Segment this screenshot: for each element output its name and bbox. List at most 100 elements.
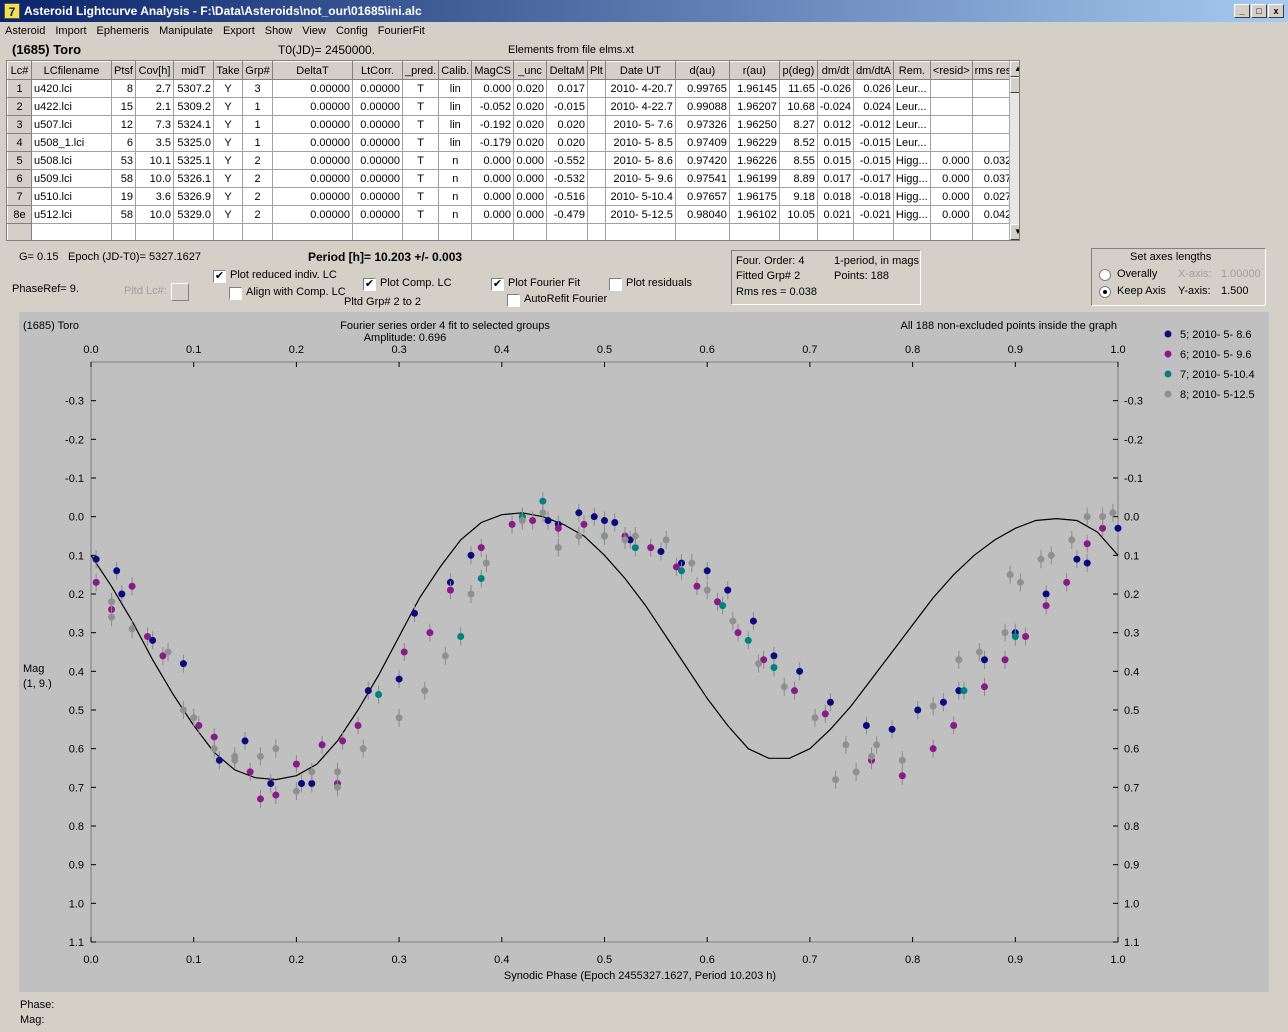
plot-comp-checkbox[interactable]: ✔	[363, 278, 376, 291]
table-cell[interactable]: 1.96175	[728, 187, 780, 206]
menu-fourierfit[interactable]: FourierFit	[377, 25, 425, 37]
table-cell[interactable]: Higg...	[892, 169, 931, 188]
menu-import[interactable]: Import	[55, 25, 87, 37]
column-header[interactable]: LCfilename	[31, 61, 112, 80]
table-cell[interactable]: 5307.2	[173, 79, 214, 98]
minimize-button[interactable]: _	[1234, 4, 1250, 18]
row-header[interactable]	[7, 223, 32, 240]
plot-fourier-checkbox[interactable]: ✔	[491, 278, 504, 291]
table-cell[interactable]: 0.000	[929, 187, 973, 206]
table-cell[interactable]: 0.00000	[272, 205, 353, 224]
table-cell[interactable]: T	[401, 151, 440, 170]
table-cell[interactable]: 1.96199	[728, 169, 780, 188]
pltd-lc-spinner[interactable]	[171, 283, 189, 301]
menu-ephemeris[interactable]: Ephemeris	[96, 25, 150, 37]
table-cell[interactable]: u508_1.lci	[31, 133, 112, 152]
menu-show[interactable]: Show	[264, 25, 293, 37]
scroll-down-arrow-icon[interactable]: ▼	[1010, 224, 1019, 240]
table-cell[interactable]: Leur...	[892, 79, 931, 98]
table-cell[interactable]: 0.020	[513, 115, 548, 134]
table-cell[interactable]: 8.89	[778, 169, 818, 188]
column-header[interactable]: p(deg)	[778, 61, 818, 80]
table-cell[interactable]: 0.97541	[674, 169, 730, 188]
table-cell[interactable]: 5325.0	[173, 133, 214, 152]
table-cell[interactable]: -0.026	[816, 79, 855, 98]
table-cell[interactable]: 0.020	[513, 97, 548, 116]
table-cell[interactable]: 0.00000	[272, 151, 353, 170]
table-cell[interactable]: 2010- 5- 9.6	[604, 169, 676, 188]
table-cell[interactable]: 0.00000	[352, 151, 403, 170]
yaxis-value[interactable]: 1.500	[1221, 285, 1249, 297]
table-cell[interactable]: 0.99088	[674, 97, 730, 116]
keep-axis-radio[interactable]	[1099, 286, 1111, 298]
table-cell[interactable]: 1.96102	[728, 205, 780, 224]
table-cell[interactable]	[816, 223, 855, 240]
table-cell[interactable]: 2.1	[135, 97, 174, 116]
table-cell[interactable]: -0.015	[853, 133, 894, 152]
table-cell[interactable]: 0.020	[546, 133, 589, 152]
table-cell[interactable]: Higg...	[892, 187, 931, 206]
column-header[interactable]: Take	[213, 61, 243, 80]
table-cell[interactable]: -0.015	[546, 97, 589, 116]
table-cell[interactable]: 2010- 5-10.4	[604, 187, 676, 206]
table-cell[interactable]: -0.532	[546, 169, 589, 188]
table-cell[interactable]: 0.017	[546, 79, 589, 98]
close-button[interactable]: x	[1268, 4, 1284, 18]
table-cell[interactable]	[892, 223, 931, 240]
table-cell[interactable]: n	[438, 151, 473, 170]
table-cell[interactable]: u512.lci	[31, 205, 112, 224]
column-header[interactable]: MagCS	[471, 61, 515, 80]
table-cell[interactable]: 1.96250	[728, 115, 780, 134]
overally-radio[interactable]	[1099, 269, 1111, 281]
column-header[interactable]: r(au)	[728, 61, 780, 80]
table-cell[interactable]: 1.96226	[728, 151, 780, 170]
autorefit-checkbox[interactable]	[507, 294, 520, 307]
column-header[interactable]: Rem.	[892, 61, 931, 80]
column-header[interactable]: DeltaM	[546, 61, 589, 80]
table-cell[interactable]: 0.015	[816, 133, 855, 152]
table-cell[interactable]: Leur...	[892, 115, 931, 134]
table-cell[interactable]	[546, 223, 589, 240]
table-cell[interactable]: 0.000	[471, 79, 515, 98]
row-header[interactable]: 7	[7, 187, 32, 206]
table-cell[interactable]: 0.037	[971, 169, 1015, 188]
maximize-button[interactable]: □	[1251, 4, 1267, 18]
table-cell[interactable]: 0.020	[513, 133, 548, 152]
table-cell[interactable]: 0.026	[853, 79, 894, 98]
table-cell[interactable]: 8.55	[778, 151, 818, 170]
table-cell[interactable]: 0.00000	[272, 79, 353, 98]
scroll-thumb[interactable]	[1010, 77, 1019, 93]
plot-reduced-checkbox[interactable]: ✔	[213, 270, 226, 283]
table-scrollbar[interactable]: ▲ ▼	[1009, 61, 1019, 240]
table-cell[interactable]: 0.015	[816, 151, 855, 170]
menu-export[interactable]: Export	[222, 25, 255, 37]
align-checkbox[interactable]	[229, 287, 242, 300]
column-header[interactable]: dm/dt	[816, 61, 855, 80]
table-cell[interactable]: 0.00000	[352, 169, 403, 188]
table-cell[interactable]: 53	[111, 151, 136, 170]
table-cell[interactable]	[438, 223, 473, 240]
menu-view[interactable]: View	[302, 25, 326, 37]
table-cell[interactable]	[929, 223, 973, 240]
column-header[interactable]: Cov[h]	[135, 61, 174, 80]
table-cell[interactable]: 0.018	[816, 187, 855, 206]
table-cell[interactable]: 0.000	[929, 205, 973, 224]
table-cell[interactable]: 5326.1	[173, 169, 214, 188]
column-header[interactable]: rms res	[971, 61, 1015, 80]
menu-config[interactable]: Config	[335, 25, 368, 37]
column-header[interactable]: d(au)	[674, 61, 730, 80]
column-header[interactable]: <resid>	[929, 61, 973, 80]
scroll-up-arrow-icon[interactable]: ▲	[1010, 61, 1019, 77]
column-header[interactable]: dm/dtA	[853, 61, 894, 80]
table-cell[interactable]: 0.97420	[674, 151, 730, 170]
table-cell[interactable]: 2010- 5- 8.5	[604, 133, 676, 152]
table-cell[interactable]: 0.000	[513, 169, 548, 188]
row-header[interactable]: 3	[7, 115, 32, 134]
menu-asteroid[interactable]: Asteroid	[5, 25, 46, 37]
